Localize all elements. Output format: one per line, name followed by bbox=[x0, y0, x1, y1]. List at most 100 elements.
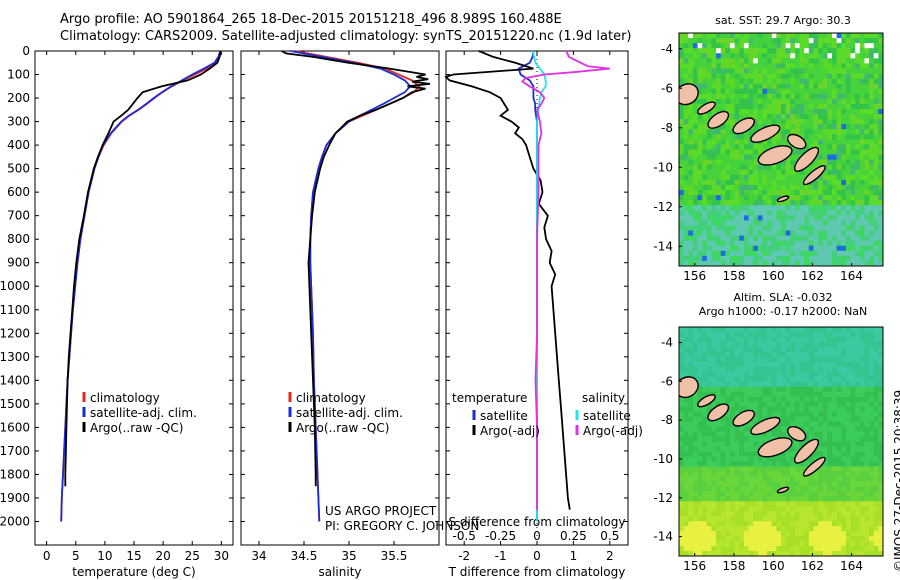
map-cell bbox=[743, 220, 749, 226]
map-cell bbox=[688, 144, 694, 150]
map-cell bbox=[808, 436, 814, 442]
map-cell bbox=[748, 546, 754, 552]
map-cell bbox=[683, 481, 689, 487]
map-cell bbox=[832, 195, 838, 201]
map-cell bbox=[859, 371, 865, 378]
map-cell bbox=[771, 366, 777, 373]
map-cell bbox=[813, 53, 819, 59]
map-cell bbox=[864, 108, 870, 115]
map-cell bbox=[706, 516, 712, 522]
map-cell bbox=[808, 260, 814, 266]
map-cell bbox=[748, 129, 754, 135]
map-cell bbox=[822, 179, 828, 186]
map-cell bbox=[832, 33, 838, 39]
map-cell bbox=[757, 164, 763, 171]
map-cell bbox=[757, 63, 763, 69]
map-cell bbox=[683, 406, 689, 413]
map-cell bbox=[799, 481, 805, 487]
map-cell bbox=[869, 260, 875, 266]
map-cell bbox=[873, 260, 879, 266]
map-cell bbox=[859, 461, 865, 467]
map-cell bbox=[855, 68, 861, 74]
map-cell bbox=[790, 48, 796, 54]
map-cell bbox=[859, 456, 865, 462]
map-cell bbox=[794, 511, 800, 517]
map-cell bbox=[725, 195, 731, 201]
map-cell bbox=[850, 541, 856, 547]
map-cell bbox=[730, 78, 736, 85]
map-cell bbox=[679, 63, 685, 69]
map-cell bbox=[799, 356, 805, 363]
map-cell bbox=[836, 371, 842, 378]
map-cell bbox=[832, 38, 838, 44]
map-cell bbox=[692, 446, 698, 452]
map-cell bbox=[864, 195, 870, 201]
map-cell bbox=[720, 327, 726, 333]
map-cell bbox=[762, 220, 768, 226]
map-cell bbox=[878, 536, 883, 542]
map-cell bbox=[748, 205, 754, 211]
map-cell bbox=[720, 491, 726, 497]
map-cell bbox=[688, 164, 694, 171]
map-cell bbox=[841, 210, 847, 216]
map-cell bbox=[762, 546, 768, 552]
map-cell bbox=[864, 38, 870, 44]
map-cell bbox=[692, 235, 698, 242]
map-cell bbox=[855, 114, 861, 120]
map-cell bbox=[808, 88, 814, 95]
map-cell bbox=[827, 164, 833, 171]
map-cell bbox=[804, 536, 810, 542]
map-cell bbox=[757, 195, 763, 201]
map-cell bbox=[697, 200, 703, 206]
map-cell bbox=[822, 220, 828, 226]
map-cell bbox=[785, 491, 791, 497]
map-cell bbox=[734, 33, 740, 39]
map-cell bbox=[679, 68, 685, 74]
map-cell bbox=[739, 103, 745, 110]
map-cell bbox=[706, 83, 712, 90]
map-cell bbox=[748, 200, 754, 206]
map-cell bbox=[864, 396, 870, 403]
map-cell bbox=[697, 98, 703, 105]
map-cell bbox=[743, 139, 749, 145]
map-cell bbox=[683, 476, 689, 482]
map-cell bbox=[878, 461, 883, 467]
map-cell bbox=[679, 531, 685, 537]
map-cell bbox=[822, 215, 828, 221]
map-cell bbox=[725, 154, 731, 161]
map-cell bbox=[771, 381, 777, 388]
map-cell bbox=[697, 149, 703, 155]
map-cell bbox=[762, 396, 768, 403]
map-cell bbox=[873, 441, 879, 447]
map-cell bbox=[679, 501, 685, 507]
map-cell bbox=[730, 68, 736, 74]
map-cell bbox=[692, 341, 698, 348]
land-island bbox=[793, 146, 820, 172]
map-cell bbox=[776, 235, 782, 242]
map-cell bbox=[804, 546, 810, 552]
map-cell bbox=[855, 108, 861, 115]
map-cell bbox=[799, 63, 805, 69]
map-cell bbox=[850, 446, 856, 452]
map-cell bbox=[864, 245, 870, 252]
map-cell bbox=[730, 491, 736, 497]
map-cell bbox=[832, 164, 838, 171]
map-cell bbox=[827, 327, 833, 333]
map-cell bbox=[757, 396, 763, 403]
map-cell bbox=[850, 416, 856, 422]
map-cell bbox=[702, 531, 708, 537]
map-cell bbox=[683, 119, 689, 125]
map-cell bbox=[771, 516, 777, 522]
map-cell bbox=[734, 215, 740, 221]
map-cell bbox=[841, 491, 847, 497]
map-cell bbox=[753, 441, 759, 447]
map-cell bbox=[808, 416, 814, 422]
map-cell bbox=[864, 501, 870, 507]
map-cell bbox=[808, 401, 814, 408]
map-cell bbox=[739, 33, 745, 39]
map-cell bbox=[771, 220, 777, 226]
map-cell bbox=[711, 336, 717, 343]
legend-label: Argo(..raw -QC) bbox=[90, 421, 183, 435]
map-cell bbox=[794, 441, 800, 447]
map-cell bbox=[804, 391, 810, 398]
